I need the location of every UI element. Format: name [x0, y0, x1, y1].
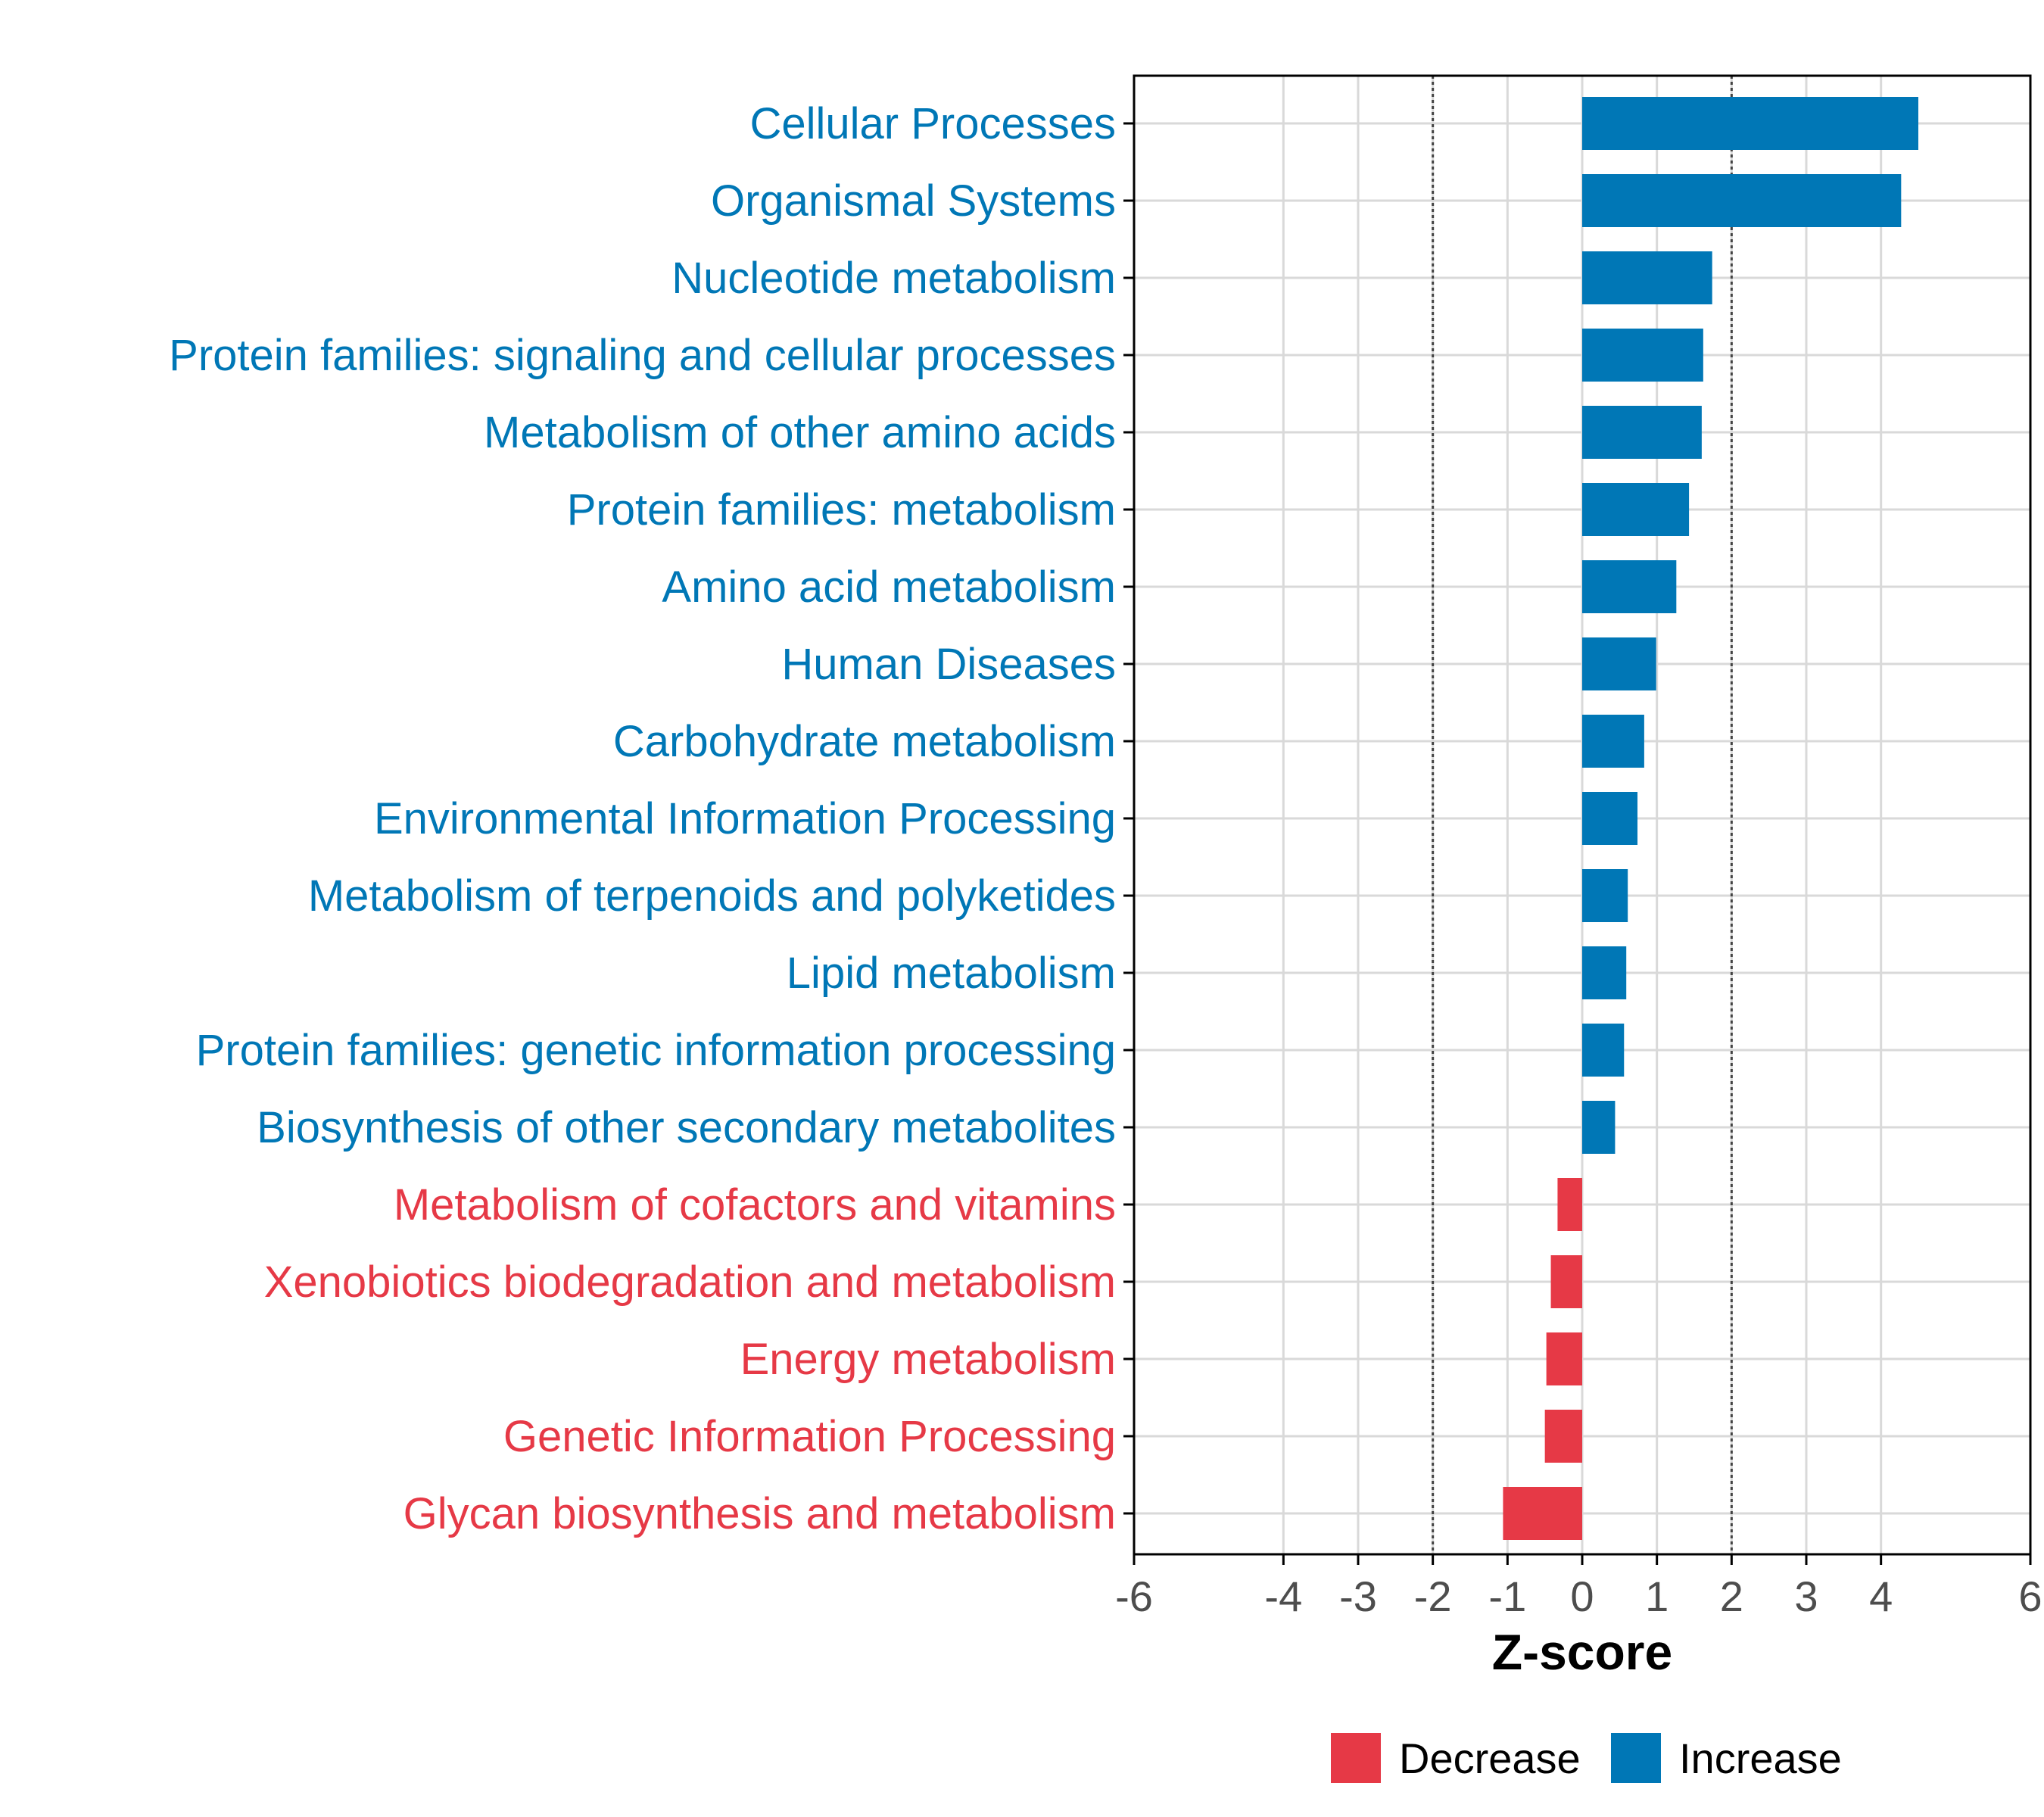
reference-lines — [1432, 76, 1733, 1554]
x-tick-label: 4 — [1869, 1572, 1893, 1620]
x-tick-label: -1 — [1488, 1572, 1526, 1620]
bar — [1582, 406, 1702, 459]
category-label: Genetic Information Processing — [503, 1412, 1116, 1461]
category-label: Protein families: signaling and cellular… — [169, 331, 1116, 380]
bar — [1557, 1178, 1582, 1231]
bar — [1582, 1101, 1616, 1154]
category-labels: Cellular Processes Organismal Systems Nucl… — [169, 99, 1116, 1538]
category-label: Biosynthesis of other secondary metaboli… — [257, 1103, 1116, 1152]
category-label: Xenobiotics biodegradation and metabolis… — [264, 1258, 1116, 1307]
legend-label: Increase — [1679, 1734, 1842, 1782]
x-tick-label: 6 — [2018, 1572, 2042, 1620]
category-label: Metabolism of terpenoids and polyketides — [308, 871, 1116, 921]
bar — [1582, 715, 1644, 768]
category-label: Lipid metabolism — [787, 949, 1116, 998]
category-label: Amino acid metabolism — [662, 563, 1116, 612]
x-tick-label: -4 — [1264, 1572, 1302, 1620]
bar — [1582, 869, 1628, 922]
bar — [1582, 174, 1902, 227]
bar — [1550, 1255, 1582, 1308]
x-tick-label: 2 — [1720, 1572, 1743, 1620]
bar — [1582, 637, 1656, 690]
legend-swatch — [1331, 1733, 1381, 1783]
bar — [1582, 560, 1677, 613]
bar — [1582, 792, 1638, 845]
bar — [1582, 97, 1918, 150]
category-label: Protein families: metabolism — [567, 485, 1116, 535]
legend: Decrease Increase — [1331, 1733, 1842, 1783]
x-axis-ticks — [1133, 1554, 2032, 1565]
bar — [1503, 1487, 1582, 1540]
bars — [1503, 97, 1918, 1540]
x-tick-label: 3 — [1794, 1572, 1818, 1620]
category-label: Carbohydrate metabolism — [613, 717, 1116, 766]
x-tick-label: -6 — [1115, 1572, 1153, 1620]
category-label: Energy metabolism — [740, 1335, 1116, 1384]
x-tick-label: -2 — [1414, 1572, 1452, 1620]
x-axis-title: Z-score — [1492, 1624, 1672, 1680]
bar — [1582, 251, 1712, 304]
x-tick-label: -3 — [1339, 1572, 1377, 1620]
legend-swatch — [1611, 1733, 1661, 1783]
category-label: Protein families: genetic information pr… — [196, 1026, 1116, 1075]
x-tick-label: 1 — [1645, 1572, 1669, 1620]
category-label: Cellular Processes — [749, 99, 1116, 148]
category-label: Organismal Systems — [711, 176, 1116, 226]
bar — [1544, 1410, 1582, 1463]
x-tick-label: 0 — [1570, 1572, 1594, 1620]
bar — [1582, 329, 1703, 382]
bar — [1582, 1024, 1625, 1077]
category-label: Metabolism of cofactors and vitamins — [394, 1180, 1116, 1230]
bar — [1546, 1332, 1582, 1385]
legend-label: Decrease — [1399, 1734, 1581, 1782]
y-axis-ticks — [1123, 122, 1134, 1515]
category-label: Human Diseases — [781, 640, 1116, 689]
bar — [1582, 483, 1690, 536]
category-label: Metabolism of other amino acids — [484, 408, 1116, 457]
category-label: Glycan biosynthesis and metabolism — [404, 1489, 1116, 1538]
x-tick-labels: -6 -4 -3 -2 -1 0 1 2 3 4 6 — [1115, 1572, 2042, 1620]
category-label: Environmental Information Processing — [374, 794, 1116, 843]
category-label: Nucleotide metabolism — [671, 254, 1116, 303]
bar — [1582, 946, 1627, 999]
